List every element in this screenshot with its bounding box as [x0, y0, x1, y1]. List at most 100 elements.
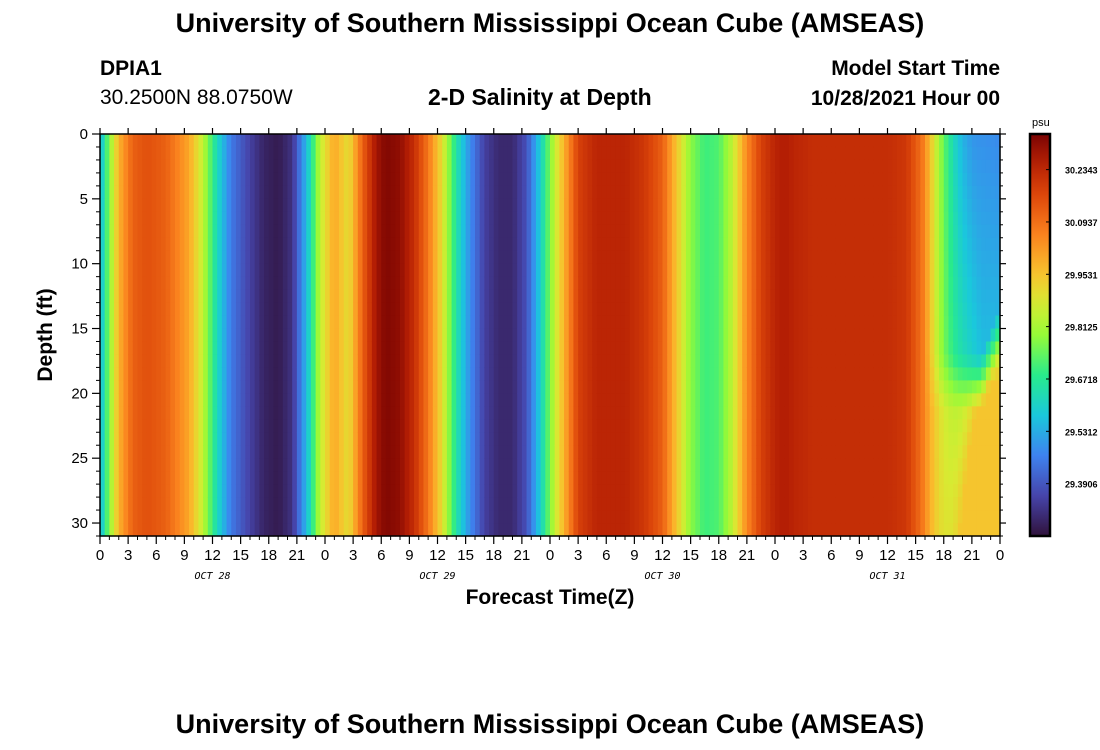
heatmap-cell — [582, 458, 589, 472]
heatmap-cell — [385, 289, 392, 304]
heatmap-cell — [798, 224, 804, 239]
heatmap-cell — [334, 406, 340, 420]
heatmap-cell — [484, 224, 490, 239]
heatmap-cell — [582, 497, 589, 511]
heatmap-cell — [339, 445, 345, 459]
heatmap-cell — [770, 263, 776, 278]
heatmap-cell — [671, 289, 678, 304]
heatmap-cell — [142, 354, 148, 369]
heatmap-cell — [409, 198, 415, 213]
heatmap-cell — [592, 237, 598, 252]
heatmap-cell — [643, 250, 650, 265]
heatmap-cell — [475, 185, 481, 200]
heatmap-cell — [292, 458, 298, 472]
model-start-time: 10/28/2021 Hour 00 — [810, 87, 1000, 110]
heatmap-cell — [653, 354, 659, 369]
heatmap-cell — [835, 458, 842, 472]
heatmap-cell — [221, 510, 228, 524]
heatmap-cell — [353, 354, 359, 369]
heatmap-cell — [282, 380, 289, 394]
heatmap-cell — [681, 354, 687, 369]
heatmap-cell — [296, 354, 303, 369]
heatmap-cell — [559, 276, 565, 291]
heatmap-cell — [221, 328, 228, 343]
heatmap-cell — [165, 523, 171, 537]
heatmap-cell — [137, 237, 143, 252]
heatmap-cell — [812, 198, 818, 213]
heatmap-cell — [704, 198, 710, 213]
heatmap-cell — [118, 445, 125, 459]
heatmap-cell — [503, 250, 509, 265]
heatmap-cell — [423, 471, 429, 485]
heatmap-cell — [648, 172, 654, 187]
heatmap-cell — [615, 250, 621, 265]
heatmap-cell — [245, 328, 251, 343]
heatmap-cell — [376, 302, 382, 317]
heatmap-cell — [517, 146, 523, 161]
heatmap-cell — [845, 146, 851, 161]
heatmap-cell — [376, 393, 382, 407]
heatmap-cell — [137, 354, 143, 369]
heatmap-cell — [498, 458, 504, 472]
heatmap-cell — [784, 354, 790, 369]
heatmap-cell — [709, 237, 715, 252]
heatmap-cell — [681, 289, 687, 304]
heatmap-cell — [212, 289, 218, 304]
heatmap-cell — [667, 367, 673, 381]
heatmap-cell — [414, 315, 420, 330]
heatmap-cell — [203, 367, 209, 381]
heatmap-cell — [606, 471, 612, 485]
heatmap-cell — [156, 523, 162, 537]
heatmap-cell — [728, 432, 734, 446]
heatmap-cell — [104, 172, 110, 187]
heatmap-cell — [479, 354, 485, 369]
heatmap-cell — [160, 224, 167, 239]
heatmap-cell — [264, 406, 270, 420]
heatmap-cell — [437, 484, 443, 498]
heatmap-cell — [109, 497, 115, 511]
heatmap-cell — [493, 263, 500, 278]
heatmap-cell — [451, 185, 457, 200]
heatmap-cell — [498, 419, 504, 433]
heatmap-cell — [128, 276, 134, 291]
heatmap-cell — [779, 146, 785, 161]
heatmap-cell — [442, 380, 448, 394]
heatmap-cell — [648, 510, 654, 524]
heatmap-cell — [268, 341, 275, 356]
heatmap-cell — [498, 445, 504, 459]
heatmap-cell — [709, 354, 715, 369]
heatmap-cell — [601, 445, 607, 459]
heatmap-cell — [587, 250, 593, 265]
heatmap-cell — [812, 354, 818, 369]
heatmap-cell — [629, 263, 635, 278]
heatmap-cell — [160, 211, 167, 226]
heatmap-cell — [423, 419, 429, 433]
heatmap-cell — [770, 445, 776, 459]
heatmap-cell — [475, 276, 481, 291]
heatmap-cell — [390, 432, 396, 446]
heatmap-cell — [690, 250, 696, 265]
heatmap-cell — [367, 211, 373, 226]
heatmap-cell — [339, 510, 345, 524]
heatmap-cell — [831, 276, 837, 291]
heatmap-cell — [554, 445, 560, 459]
heatmap-cell — [695, 523, 701, 537]
heatmap-cell — [512, 510, 518, 524]
heatmap-cell — [343, 354, 350, 369]
heatmap-cell — [118, 328, 125, 343]
heatmap-cell — [156, 211, 162, 226]
heatmap-cell — [685, 497, 692, 511]
heatmap-cell — [714, 393, 720, 407]
heatmap-cell — [240, 146, 246, 161]
heatmap-cell — [760, 471, 767, 485]
heatmap-cell — [442, 419, 448, 433]
heatmap-cell — [109, 134, 115, 148]
heatmap-cell — [357, 134, 364, 148]
heatmap-cell — [325, 471, 331, 485]
heatmap-cell — [648, 315, 654, 330]
heatmap-cell — [643, 471, 650, 485]
heatmap-cell — [550, 146, 556, 161]
heatmap-cell — [634, 523, 640, 537]
heatmap-cell — [315, 289, 321, 304]
heatmap-cell — [662, 341, 668, 356]
